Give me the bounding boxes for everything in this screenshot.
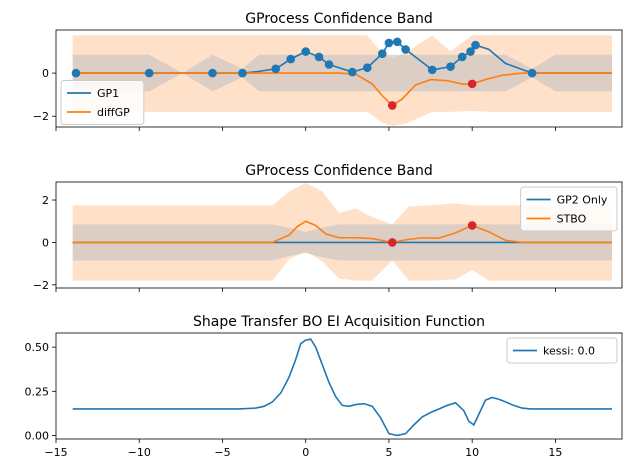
gp1-observation-point [301,47,311,56]
gp1-observation-point [427,65,437,75]
legend: GP2 Only STBO [520,186,618,232]
x-axis [55,127,556,131]
gp1-observation-point [471,40,480,50]
diffgp-observation-point [467,79,477,89]
subplot-title: GProcess Confidence Band [245,11,433,27]
y-tick-label: 0 [42,236,49,249]
subplot-3: 0.00 0.25 0.50 −15 −10 −5 0 5 10 15 Shape Transf… [25,314,623,459]
axes-frame [55,29,623,128]
y-axis: −2 0 [33,67,56,123]
x-tick-label: 10 [465,446,479,459]
gp1-observation-point [208,68,217,78]
legend: GP1 diffGP [60,80,145,125]
diffgp-observation-point [387,101,397,110]
axes-frame [55,181,623,289]
x-tick-label: −10 [128,446,151,459]
gp1-observation-point [348,67,357,77]
legend-label: GP2 Only [557,194,608,207]
gp1-observation-point [363,63,372,73]
stbo-observation-point [387,238,397,247]
observation-points [387,221,477,247]
gp1-observation-point [466,47,475,56]
gp1-observation-point [457,52,467,62]
series-lines [72,220,613,244]
x-axis [55,288,556,292]
gp1-observation-point [238,68,247,78]
subplot-2: −2 0 2 GProcess Confidence Band GP2 Only ST… [33,163,623,292]
gp1-observation-point [271,64,281,74]
subplot-1: −2 0 GProcess Confidence Band GP1 diffGP [33,11,623,131]
stbo-observation-point [467,221,477,230]
x-tick-label: 0 [302,446,309,459]
series-lines [72,338,613,437]
legend-box [60,80,145,125]
subplot-title: GProcess Confidence Band [245,163,433,179]
gp1-observation-point [527,68,537,78]
stbo-line [72,220,613,244]
confidence-bands [72,35,613,126]
legend-box [520,186,618,232]
legend-box [506,337,618,364]
legend-label: STBO [557,213,587,226]
gp1-observation-point [144,68,154,78]
gp1-observation-point [384,38,394,48]
x-axis: −15 −10 −5 0 5 10 15 [44,439,562,459]
y-tick-label: 0.50 [25,341,50,354]
y-axis: −2 0 2 [33,194,56,292]
x-tick-label: −5 [214,446,230,459]
gp1-observation-point [324,60,334,69]
y-tick-label: 0.25 [25,385,50,398]
y-tick-label: 2 [42,194,49,207]
x-tick-label: −15 [44,446,67,459]
observation-points [71,37,537,110]
y-tick-label: 0 [42,67,49,80]
gp1-observation-point [314,52,324,62]
subplot-title: Shape Transfer BO EI Acquisition Functio… [193,314,485,330]
y-axis: 0.00 0.25 0.50 [25,341,56,442]
gp1-observation-point [401,45,410,54]
x-tick-label: 15 [548,446,562,459]
legend-label: GP1 [97,87,119,100]
y-tick-label: −2 [33,110,49,123]
legend-label: kessi: 0.0 [543,345,595,358]
y-tick-label: 0.00 [25,429,50,442]
gp1-observation-point [377,49,387,59]
axes-frame [55,332,623,440]
ei-acquisition-line [72,338,613,437]
gp1-observation-point [71,68,81,78]
gp1-observation-point [446,62,455,71]
legend-label: diffGP [97,106,130,119]
diffgp-line [72,72,613,107]
y-tick-label: −2 [33,279,49,292]
gp1-observation-point [286,54,296,64]
x-tick-label: 5 [385,446,392,459]
legend: kessi: 0.0 [506,337,618,364]
gp1-observation-point [392,37,402,47]
